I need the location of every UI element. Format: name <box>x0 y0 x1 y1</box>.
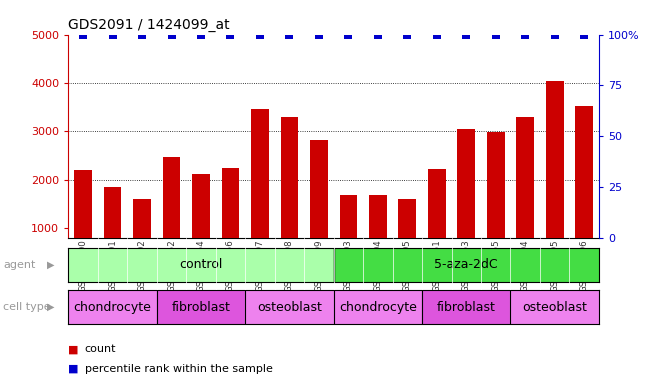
Text: percentile rank within the sample: percentile rank within the sample <box>85 364 273 374</box>
Bar <box>281 117 298 277</box>
Bar <box>310 140 327 277</box>
Bar <box>340 195 357 277</box>
Bar <box>221 168 240 277</box>
Text: cell type: cell type <box>3 302 51 312</box>
Point <box>402 31 413 38</box>
Bar <box>74 170 92 277</box>
Bar <box>546 81 564 277</box>
Bar <box>251 109 269 277</box>
Point <box>196 31 206 38</box>
Text: chondrocyte: chondrocyte <box>74 301 152 314</box>
Point <box>549 31 560 38</box>
Text: GDS2091 / 1424099_at: GDS2091 / 1424099_at <box>68 18 230 32</box>
Point <box>461 31 471 38</box>
Bar <box>398 199 416 277</box>
Bar <box>575 106 593 277</box>
Text: ■: ■ <box>68 364 79 374</box>
Point <box>520 31 531 38</box>
Text: chondrocyte: chondrocyte <box>339 301 417 314</box>
Bar <box>192 174 210 277</box>
Point <box>166 31 176 38</box>
Text: ▶: ▶ <box>47 302 55 312</box>
Bar <box>458 129 475 277</box>
Point <box>225 31 236 38</box>
Text: control: control <box>179 258 223 271</box>
Text: ▶: ▶ <box>47 260 55 270</box>
Point <box>78 31 89 38</box>
Point <box>372 31 383 38</box>
Point <box>432 31 442 38</box>
Point <box>491 31 501 38</box>
Text: fibroblast: fibroblast <box>172 301 230 314</box>
Point <box>137 31 147 38</box>
Point <box>284 31 295 38</box>
Point <box>579 31 589 38</box>
Text: 5-aza-2dC: 5-aza-2dC <box>434 258 498 271</box>
Text: osteoblast: osteoblast <box>522 301 587 314</box>
Bar <box>104 187 121 277</box>
Bar <box>516 117 534 277</box>
Bar <box>487 132 505 277</box>
Text: osteoblast: osteoblast <box>257 301 322 314</box>
Bar <box>369 195 387 277</box>
Text: count: count <box>85 344 116 354</box>
Text: agent: agent <box>3 260 36 270</box>
Text: ■: ■ <box>68 344 79 354</box>
Point <box>255 31 265 38</box>
Point <box>314 31 324 38</box>
Point <box>107 31 118 38</box>
Bar <box>428 169 446 277</box>
Point <box>343 31 353 38</box>
Text: fibroblast: fibroblast <box>437 301 495 314</box>
Bar <box>163 157 180 277</box>
Bar <box>133 199 151 277</box>
